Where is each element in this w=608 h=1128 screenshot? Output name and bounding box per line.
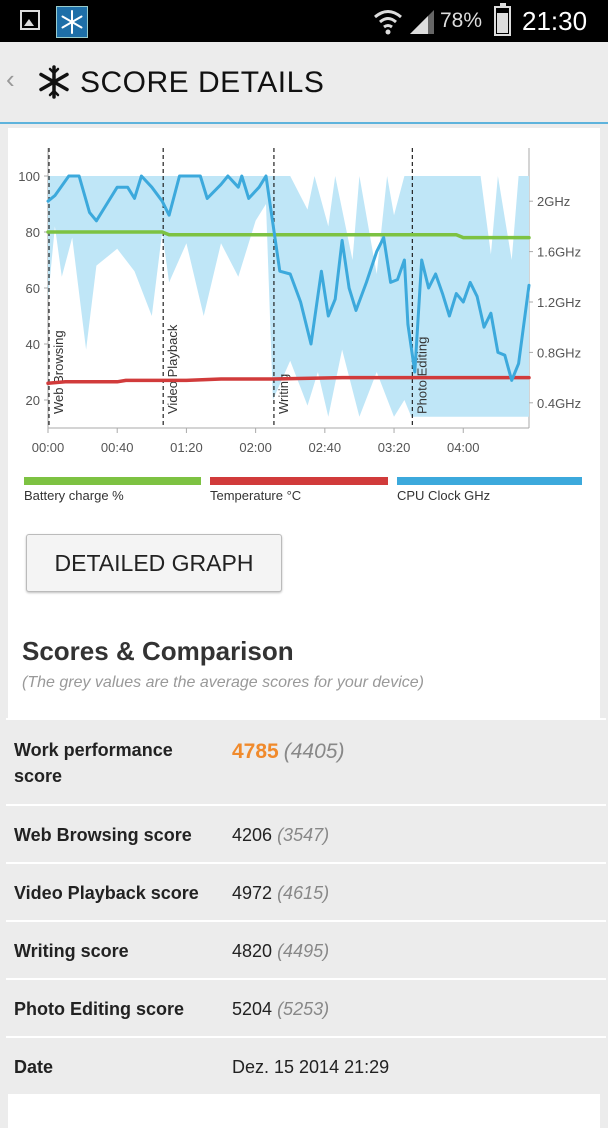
y-tick-label-left: 100 [18, 169, 40, 184]
image-icon [20, 10, 40, 30]
x-tick-label: 00:40 [101, 440, 134, 455]
score-row-writing: Writing score 4820 (4495) [6, 920, 606, 978]
y-tick-label-left: 60 [26, 281, 40, 296]
y-tick-label-right: 2GHz [537, 194, 570, 209]
score-value: 5204 [232, 999, 273, 1019]
y-tick-label-right: 1.2GHz [537, 295, 581, 310]
score-row-work-performance: Work performance score 4785 (4405) [6, 718, 606, 804]
scores-subtitle: (The grey values are the average scores … [22, 674, 424, 691]
battery-icon [494, 3, 511, 36]
segment-label: Video Playback [165, 324, 180, 414]
title-bar: ‹ SCORE DETAILS [0, 42, 608, 124]
score-details-card: 100 80 60 40 20 2GHz 1.6GHz 1.2GHz 0.8GHz 0.4GHz 0… [6, 128, 606, 1128]
battery-percent: 78% [440, 9, 483, 32]
scores-table: Work performance score 4785 (4405) Web B… [6, 718, 606, 1094]
score-row-photo-editing: Photo Editing score 5204 (5253) [6, 978, 606, 1036]
status-clock: 21:30 [522, 6, 588, 36]
y-tick-label-right: 0.8GHz [537, 345, 581, 360]
score-label: Photo Editing score [14, 999, 185, 1019]
x-tick-label: 01:20 [170, 440, 203, 455]
temperature-line [46, 375, 531, 385]
status-bar: 78% 21:30 [0, 0, 608, 42]
y-tick-label-right: 1.6GHz [537, 245, 581, 260]
score-value-group: 4820 (4495) [232, 941, 329, 962]
score-value: 4820 [232, 941, 273, 961]
segment-label: Writing [276, 374, 291, 414]
score-average: (4495) [277, 941, 330, 961]
scores-heading: Scores & Comparison [22, 636, 294, 666]
score-value: Dez. 15 2014 21:29 [232, 1057, 390, 1077]
snowflake-app-icon [56, 6, 88, 38]
y-tick-label-left: 20 [26, 393, 40, 408]
score-label: Video Playback score [14, 883, 199, 903]
x-tick-label: 00:00 [32, 440, 65, 455]
y-tick-label-right: 0.4GHz [537, 396, 581, 411]
wifi-icon [374, 10, 402, 35]
signal-icon [410, 10, 434, 34]
page-title: SCORE DETAILS [80, 66, 325, 99]
performance-chart: 100 80 60 40 20 2GHz 1.6GHz 1.2GHz 0.8GHz 0.4GHz 0… [18, 148, 581, 455]
legend-label-cpu: CPU Clock GHz [397, 488, 491, 503]
score-average: (5253) [277, 999, 330, 1019]
score-row-video-playback: Video Playback score 4972 (4615) [6, 862, 606, 920]
y-tick-label-left: 80 [26, 225, 40, 240]
score-value-group: 4972 (4615) [232, 883, 329, 904]
legend-swatch-cpu [397, 477, 582, 485]
score-average: (3547) [277, 825, 330, 845]
score-value-group: 4785 (4405) [232, 740, 344, 764]
x-tick-label: 04:00 [447, 440, 480, 455]
segment-label: Web Browsing [51, 330, 66, 414]
x-tick-label: 03:20 [378, 440, 411, 455]
score-value: 4206 [232, 825, 273, 845]
score-row-web-browsing: Web Browsing score 4206 (3547) [6, 804, 606, 862]
score-average: (4615) [277, 883, 330, 903]
snowflake-icon [39, 65, 69, 99]
score-label: Web Browsing score [14, 825, 192, 845]
score-value: 4972 [232, 883, 273, 903]
score-label: Work performance [14, 740, 173, 760]
score-average: (4405) [283, 740, 345, 763]
score-label: Date [14, 1057, 54, 1077]
score-row-date: Date Dez. 15 2014 21:29 [6, 1036, 606, 1094]
legend-swatch-temperature [210, 477, 388, 485]
legend-swatch-battery [24, 477, 201, 485]
x-tick-label: 02:00 [239, 440, 272, 455]
score-value-group: 4206 (3547) [232, 825, 329, 846]
score-value-group: 5204 (5253) [232, 999, 329, 1020]
legend-label-temperature: Temperature °C [210, 488, 302, 503]
cpu-clock-line [46, 174, 531, 382]
battery-line [46, 230, 531, 240]
score-label: Writing score [14, 941, 129, 961]
chevron-left-icon[interactable]: ‹ [6, 64, 15, 94]
score-label: score [14, 766, 63, 786]
segment-label: Photo Editing [414, 337, 429, 414]
detailed-graph-button[interactable]: DETAILED GRAPH [26, 534, 282, 592]
score-value: 4785 [232, 740, 279, 763]
y-tick-label-left: 40 [26, 337, 40, 352]
legend-label-battery: Battery charge % [24, 488, 124, 503]
x-tick-label: 02:40 [309, 440, 342, 455]
